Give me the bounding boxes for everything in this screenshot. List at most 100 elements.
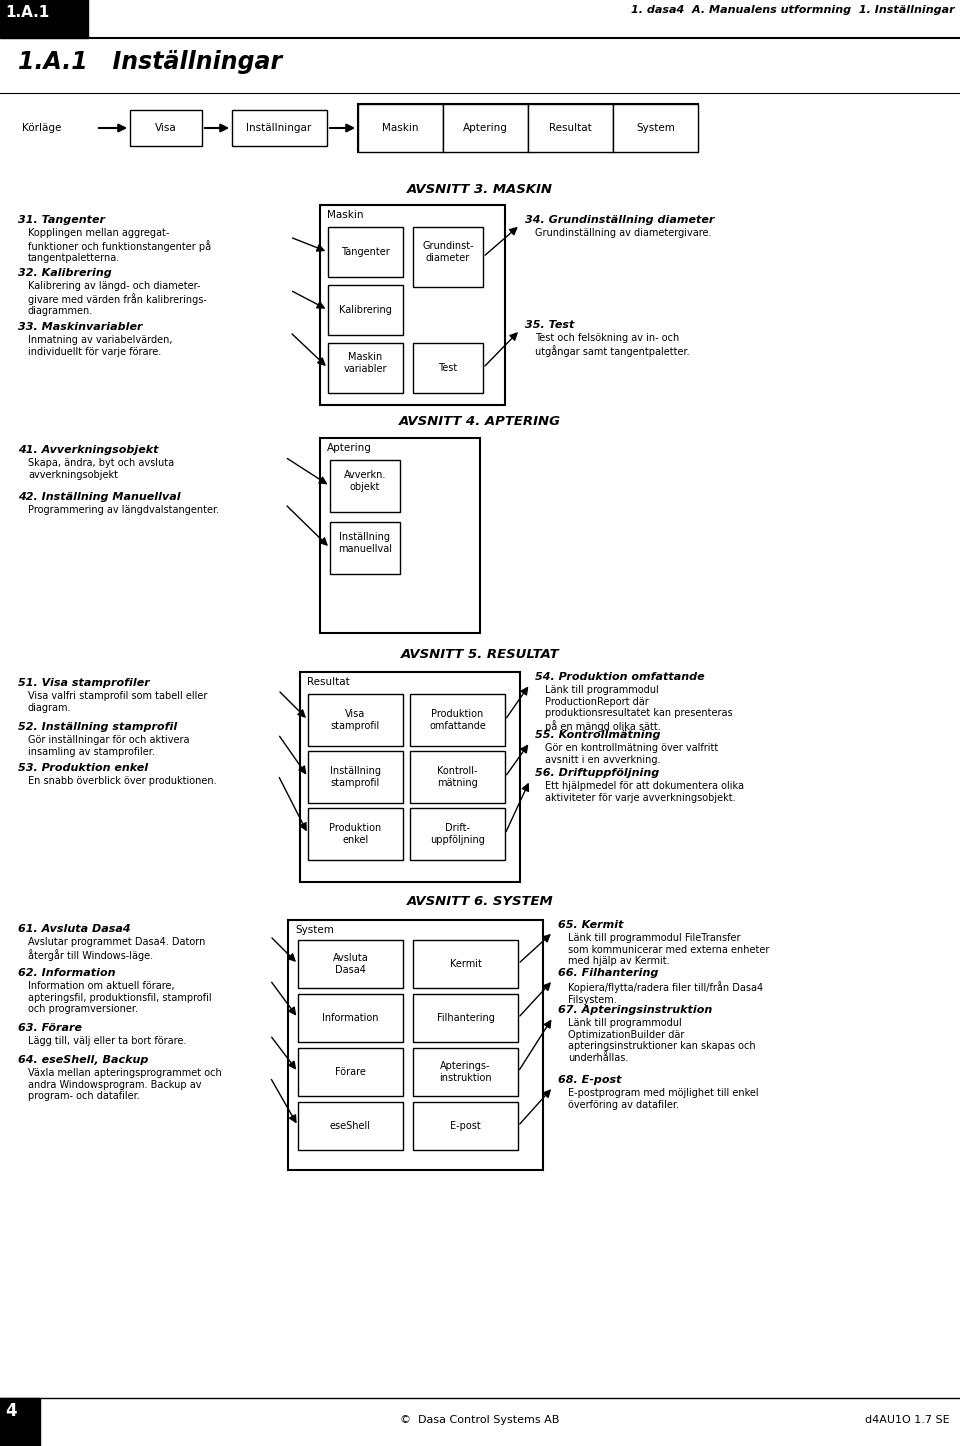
Text: Filhantering: Filhantering xyxy=(437,1014,494,1022)
Text: 66. Filhantering: 66. Filhantering xyxy=(558,967,659,977)
Bar xyxy=(613,104,698,152)
Bar xyxy=(410,808,505,860)
Text: Information om aktuell förare,
apteringsfil, produktionsfil, stamprofil
och prog: Information om aktuell förare, apterings… xyxy=(28,980,211,1014)
Text: Avsluta
Dasa4: Avsluta Dasa4 xyxy=(332,953,369,975)
Bar xyxy=(288,920,543,1170)
Bar xyxy=(308,808,403,860)
Bar xyxy=(413,993,518,1043)
Bar xyxy=(298,993,403,1043)
Text: AVSNITT 3. MASKIN: AVSNITT 3. MASKIN xyxy=(407,184,553,197)
Text: Kopiera/flytta/radera filer till/från Dasa4
Filsystem.: Kopiera/flytta/radera filer till/från Da… xyxy=(568,980,763,1005)
Text: Kopplingen mellan aggregat-
funktioner och funktionstangenter på
tangentpaletter: Kopplingen mellan aggregat- funktioner o… xyxy=(28,228,211,263)
Text: Drift-
uppföljning: Drift- uppföljning xyxy=(430,823,485,844)
Text: Aptering: Aptering xyxy=(327,442,372,453)
Text: Växla mellan apteringsprogrammet och
andra Windowsprogram. Backup av
program- oc: Växla mellan apteringsprogrammet och and… xyxy=(28,1069,222,1102)
Bar xyxy=(413,227,483,286)
Bar xyxy=(410,694,505,746)
Text: Kalibrering: Kalibrering xyxy=(339,305,392,315)
Text: Maskin
variabler: Maskin variabler xyxy=(344,353,387,375)
Bar xyxy=(130,110,202,146)
Text: Länk till programmodul
OptimizationBuilder där
apteringsinstruktioner kan skapas: Länk till programmodul OptimizationBuild… xyxy=(568,1018,756,1063)
Text: Inställningar: Inställningar xyxy=(247,123,312,133)
Bar xyxy=(528,104,613,152)
Text: Aptering: Aptering xyxy=(463,123,508,133)
Text: 61. Avsluta Dasa4: 61. Avsluta Dasa4 xyxy=(18,924,131,934)
Text: 68. E-post: 68. E-post xyxy=(558,1074,621,1084)
Text: eseShell: eseShell xyxy=(330,1121,371,1131)
Text: 1.A.1: 1.A.1 xyxy=(5,4,49,20)
Text: Grundinst-
diameter: Grundinst- diameter xyxy=(422,241,474,263)
Text: System: System xyxy=(636,123,675,133)
Text: E-post: E-post xyxy=(450,1121,481,1131)
Text: 31. Tangenter: 31. Tangenter xyxy=(18,215,105,226)
Text: 56. Driftuppföljning: 56. Driftuppföljning xyxy=(535,768,660,778)
Text: ©  Dasa Control Systems AB: © Dasa Control Systems AB xyxy=(400,1416,560,1424)
Text: 65. Kermit: 65. Kermit xyxy=(558,920,623,930)
Text: E-postprogram med möjlighet till enkel
överföring av datafiler.: E-postprogram med möjlighet till enkel ö… xyxy=(568,1087,758,1109)
Bar xyxy=(328,227,403,278)
Text: Lägg till, välj eller ta bort förare.: Lägg till, välj eller ta bort förare. xyxy=(28,1035,186,1045)
Text: AVSNITT 5. RESULTAT: AVSNITT 5. RESULTAT xyxy=(400,648,560,661)
Text: 63. Förare: 63. Förare xyxy=(18,1022,82,1032)
Bar xyxy=(320,205,505,405)
Bar xyxy=(443,104,528,152)
Bar xyxy=(330,522,400,574)
Text: 35. Test: 35. Test xyxy=(525,320,574,330)
Bar xyxy=(413,343,483,393)
Text: Inställning
stamprofil: Inställning stamprofil xyxy=(330,766,381,788)
Text: 51. Visa stamprofiler: 51. Visa stamprofiler xyxy=(18,678,150,688)
Text: Länk till programmodul FileTransfer
som kommunicerar med externa enheter
med hjä: Länk till programmodul FileTransfer som … xyxy=(568,933,769,966)
Text: 55. Kontrollmätning: 55. Kontrollmätning xyxy=(535,730,660,740)
Text: Kontroll-
mätning: Kontroll- mätning xyxy=(437,766,478,788)
Text: 62. Information: 62. Information xyxy=(18,967,115,977)
Text: 4: 4 xyxy=(5,1403,16,1420)
Bar xyxy=(298,940,403,988)
Text: Visa: Visa xyxy=(156,123,177,133)
Text: 42. Inställning Manuellval: 42. Inställning Manuellval xyxy=(18,492,180,502)
Text: 34. Grundinställning diameter: 34. Grundinställning diameter xyxy=(525,215,714,226)
Text: System: System xyxy=(295,925,334,936)
Bar xyxy=(413,1102,518,1150)
Text: Programmering av längdvalstangenter.: Programmering av längdvalstangenter. xyxy=(28,505,219,515)
Text: Avslutar programmet Dasa4. Datorn
återgår till Windows-läge.: Avslutar programmet Dasa4. Datorn återgå… xyxy=(28,937,205,962)
Text: 41. Avverkningsobjekt: 41. Avverkningsobjekt xyxy=(18,445,158,455)
Text: Tangenter: Tangenter xyxy=(341,247,390,257)
Bar xyxy=(328,285,403,335)
Text: Körläge: Körläge xyxy=(22,123,61,133)
Text: En snabb överblick över produktionen.: En snabb överblick över produktionen. xyxy=(28,777,217,787)
Text: Apterings-
instruktion: Apterings- instruktion xyxy=(439,1061,492,1083)
Text: Test och felsökning av in- och
utgångar samt tangentpaletter.: Test och felsökning av in- och utgångar … xyxy=(535,333,689,357)
Text: Kalibrering av längd- och diameter-
givare med värden från kalibrerings-
diagram: Kalibrering av längd- och diameter- giva… xyxy=(28,281,206,317)
Bar xyxy=(358,104,698,152)
Text: Inställning
manuellval: Inställning manuellval xyxy=(338,532,392,554)
Bar xyxy=(0,1398,40,1446)
Bar xyxy=(298,1102,403,1150)
Text: Skapa, ändra, byt och avsluta
avverkningsobjekt: Skapa, ändra, byt och avsluta avverkning… xyxy=(28,458,174,480)
Text: 64. eseShell, Backup: 64. eseShell, Backup xyxy=(18,1056,149,1066)
Bar xyxy=(298,1048,403,1096)
Text: Resultat: Resultat xyxy=(307,677,349,687)
Text: Maskin: Maskin xyxy=(327,210,364,220)
Bar xyxy=(320,438,480,633)
Text: Avverkn.
objekt: Avverkn. objekt xyxy=(344,470,386,492)
Text: Kermit: Kermit xyxy=(449,959,481,969)
Bar xyxy=(328,343,403,393)
Text: Information: Information xyxy=(323,1014,379,1022)
Text: Förare: Förare xyxy=(335,1067,366,1077)
Text: 53. Produktion enkel: 53. Produktion enkel xyxy=(18,763,148,774)
Text: Produktion
omfattande: Produktion omfattande xyxy=(429,709,486,730)
Bar xyxy=(413,940,518,988)
Bar xyxy=(330,460,400,512)
Text: Visa valfri stamprofil som tabell eller
diagram.: Visa valfri stamprofil som tabell eller … xyxy=(28,691,207,713)
Text: Ett hjälpmedel för att dokumentera olika
aktiviteter för varje avverkningsobjekt: Ett hjälpmedel för att dokumentera olika… xyxy=(545,781,744,803)
Text: 32. Kalibrering: 32. Kalibrering xyxy=(18,268,111,278)
Text: Maskin: Maskin xyxy=(382,123,419,133)
Text: Grundinställning av diametergivare.: Grundinställning av diametergivare. xyxy=(535,228,711,239)
Bar xyxy=(358,104,443,152)
Text: Länk till programmodul
ProductionReport där
produktionsresultatet kan presentera: Länk till programmodul ProductionReport … xyxy=(545,685,732,732)
Bar xyxy=(308,694,403,746)
Bar xyxy=(0,0,88,38)
Bar xyxy=(410,750,505,803)
Text: d4AU1O 1.7 SE: d4AU1O 1.7 SE xyxy=(865,1416,950,1424)
Text: Produktion
enkel: Produktion enkel xyxy=(329,823,382,844)
